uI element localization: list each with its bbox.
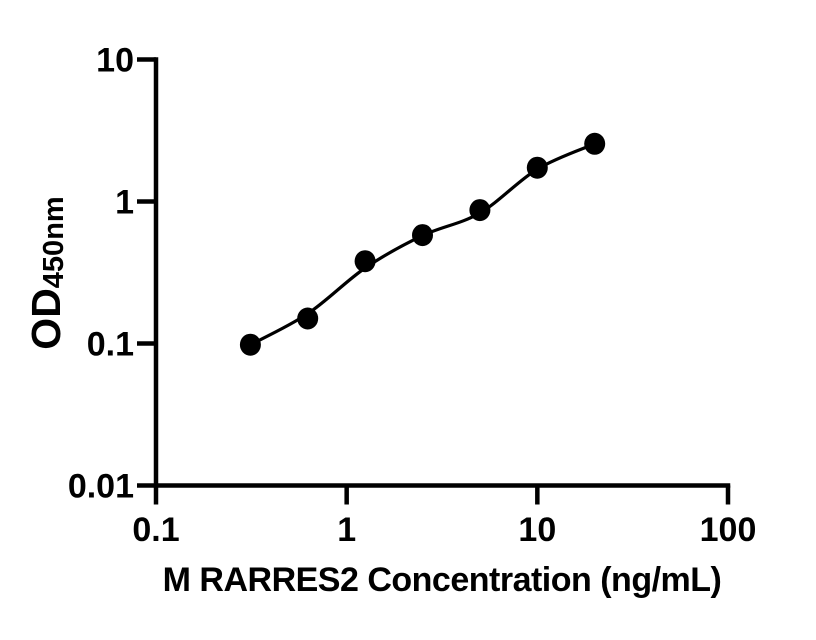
data-point-4 — [469, 199, 491, 222]
y-tick-label-0.1: 0.1 — [87, 326, 134, 364]
data-point-0 — [239, 333, 261, 356]
y-tick-label-0.01: 0.01 — [68, 468, 134, 506]
y-tick-label-1: 1 — [115, 184, 134, 222]
data-point-1 — [297, 307, 319, 330]
y-axis-title-subscript: 450nm — [38, 196, 70, 289]
x-axis-title: M RARRES2 Concentration (ng/mL) — [162, 561, 722, 599]
data-point-2 — [354, 250, 376, 273]
y-axis-title: OD450nm — [23, 196, 71, 349]
data-point-3 — [412, 224, 433, 247]
x-tick-label-100: 100 — [700, 511, 757, 549]
axes — [153, 57, 731, 488]
x-tick-label-10: 10 — [518, 511, 556, 549]
data-point-6 — [584, 132, 606, 155]
x-tick-label-0.1: 0.1 — [132, 511, 179, 549]
y-axis-title-main: OD — [23, 288, 69, 350]
data-point-5 — [526, 156, 548, 179]
y-tick-label-10: 10 — [96, 42, 134, 80]
x-tick-label-1: 1 — [337, 511, 356, 549]
